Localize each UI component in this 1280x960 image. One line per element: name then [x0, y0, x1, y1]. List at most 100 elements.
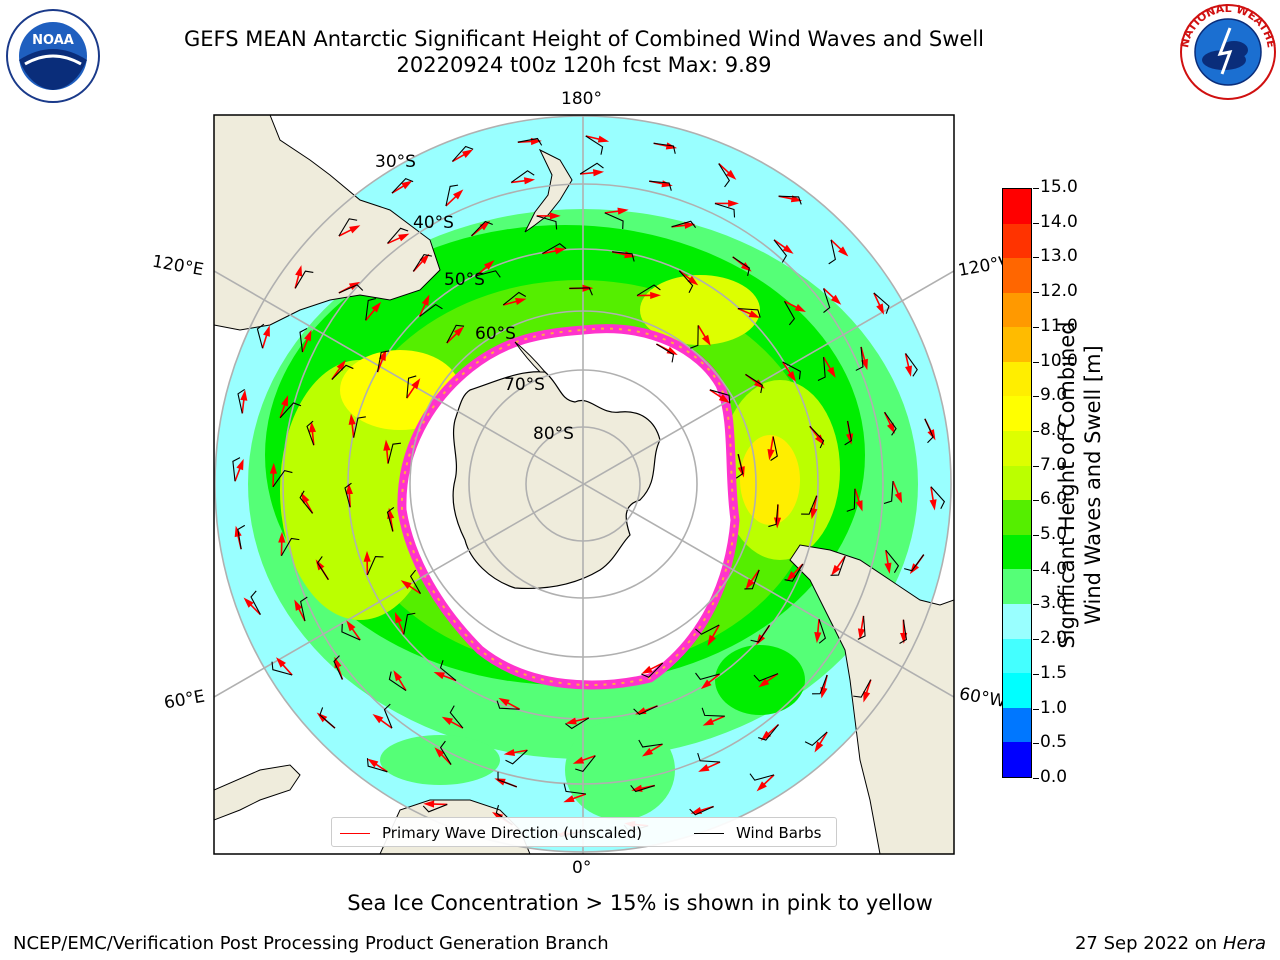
wind-barb	[279, 402, 302, 419]
wave-arrow-head	[423, 800, 435, 808]
wind-barb	[714, 202, 736, 218]
wind-barb	[857, 615, 866, 640]
wind-barb	[387, 442, 401, 464]
legend-swatch-black	[694, 832, 724, 834]
wind-barb	[391, 177, 414, 194]
colorbar-tick-label: 2.0	[1040, 628, 1068, 649]
wind-barb	[299, 327, 308, 353]
wave-arrow-head	[383, 439, 391, 451]
wind-barb	[844, 420, 853, 446]
legend-label-wave-direction: Primary Wave Direction (unscaled)	[382, 824, 643, 842]
nws-logo: NATIONAL WEATHER SERVICE	[1178, 2, 1278, 100]
colorbar-segment	[1003, 534, 1031, 570]
wind-barb	[294, 270, 314, 289]
wave-arrow-head	[838, 246, 849, 257]
wind-barb	[784, 301, 796, 326]
wave-arrow-head	[863, 691, 871, 703]
wave-arrow-head	[411, 378, 421, 390]
wind-barb	[636, 284, 661, 297]
wind-barb	[853, 679, 872, 698]
wave-arrow-head	[523, 177, 536, 185]
wave-arrow-head	[269, 462, 278, 474]
lon-label-180: 180°	[561, 89, 602, 109]
colorbar-segment	[1003, 742, 1031, 777]
lat-label-30s: 30°S	[375, 152, 416, 172]
wave-arrow-head	[349, 225, 361, 234]
wind-barb	[778, 195, 802, 205]
wave-arrow-head	[876, 303, 885, 315]
wind-barb	[316, 556, 329, 581]
wind-barb	[300, 596, 308, 622]
australia-landmass	[214, 115, 441, 331]
wind-barb	[406, 375, 417, 399]
wind-barb	[575, 755, 596, 773]
wave-arrow-head	[820, 687, 828, 699]
wave-arrow-head	[236, 458, 244, 471]
wave-arrow-head	[401, 180, 413, 190]
colorbar-tick-mark	[1033, 222, 1039, 224]
colorbar-segment	[1003, 396, 1031, 432]
lat-label-60s: 60°S	[475, 324, 516, 344]
wind-barb	[905, 353, 918, 377]
wind-barb	[409, 569, 422, 594]
wave-patch-south-east	[715, 645, 805, 715]
wave-arrow-head	[701, 334, 711, 346]
colorbar-segment	[1003, 673, 1031, 708]
wave-arrow-head	[592, 169, 605, 177]
wind-barb	[344, 482, 352, 508]
colorbar-tick-label: 0.0	[1040, 767, 1068, 787]
wave-band-8m	[740, 435, 800, 525]
wave-patch-south-west	[380, 735, 500, 785]
colorbar-segment	[1003, 327, 1031, 362]
wind-barb	[612, 251, 635, 262]
wind-barb	[387, 227, 409, 244]
colorbar-tick-label: 12.0	[1040, 281, 1078, 302]
lat-label-80s: 80°S	[533, 424, 574, 444]
wave-arrow-head	[363, 550, 371, 562]
wind-barb	[782, 361, 801, 380]
wind-barb	[445, 184, 459, 207]
wave-arrow-head	[304, 329, 312, 342]
wave-arrow-head	[494, 778, 506, 786]
wind-barb	[630, 784, 655, 793]
wind-barb	[678, 270, 694, 294]
wind-barb	[749, 773, 775, 781]
wind-barb	[737, 308, 761, 318]
wind-barb	[388, 671, 407, 691]
footer-date: 27 Sep 2022 on Hera	[1075, 933, 1266, 954]
legend-swatch-red	[340, 832, 370, 834]
wave-arrow-head	[728, 199, 739, 208]
wind-barb	[505, 749, 528, 765]
wind-barb	[812, 674, 828, 695]
colorbar-tick-mark	[1033, 430, 1039, 432]
wind-barb	[818, 618, 827, 644]
wave-arrow-head	[884, 562, 892, 574]
wind-barb	[496, 700, 520, 710]
colorbar-tick-mark	[1033, 292, 1039, 294]
wave-arrow-head	[855, 500, 863, 512]
svg-text:NOAA: NOAA	[32, 33, 74, 48]
colorbar-segment	[1003, 638, 1031, 674]
legend-item-wave-direction: Primary Wave Direction (unscaled)	[340, 824, 642, 842]
colorbar-tick-label: 3.0	[1040, 593, 1068, 614]
wave-arrow-head	[650, 291, 661, 300]
colorbar-tick-label: 0.5	[1040, 732, 1068, 753]
wind-barb	[690, 325, 699, 349]
wave-arrow-head	[773, 517, 782, 529]
wind-barb	[471, 220, 493, 237]
wind-barb	[403, 612, 416, 635]
wind-barb	[924, 418, 934, 444]
colorbar-tick-mark	[1033, 743, 1039, 745]
colorbar-tick-label: 11.0	[1040, 315, 1078, 336]
colorbar-tick-label: 1.0	[1040, 697, 1068, 718]
wave-arrow-head	[814, 631, 822, 644]
wind-barb	[439, 740, 452, 765]
wind-barb	[366, 758, 388, 773]
colorbar-tick-mark	[1033, 326, 1039, 328]
wind-barb	[386, 506, 395, 532]
wind-barb	[697, 752, 721, 763]
colorbar-segment	[1003, 707, 1031, 743]
map-frame	[213, 114, 955, 855]
wind-barb	[653, 142, 676, 154]
colorbar-tick-mark	[1033, 188, 1039, 189]
